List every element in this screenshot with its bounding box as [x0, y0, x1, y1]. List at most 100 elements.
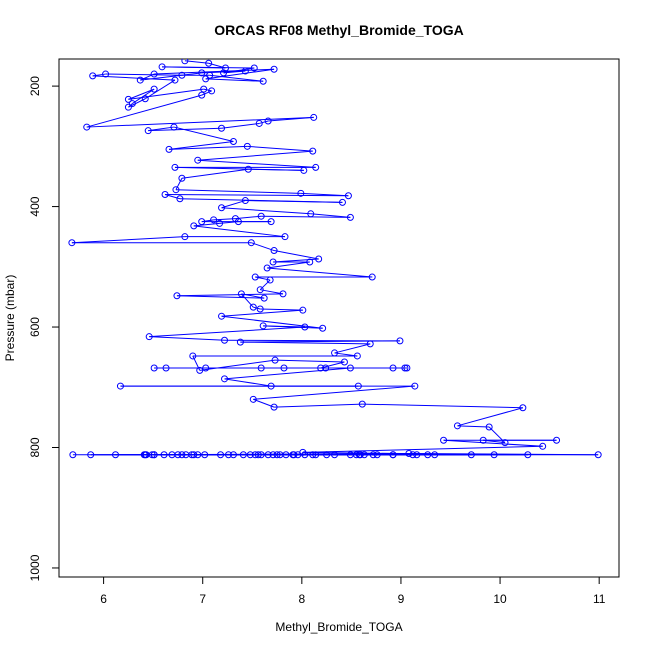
data-point [172, 186, 180, 194]
data-point [338, 198, 346, 206]
data-point [202, 364, 210, 372]
series-segment [197, 150, 313, 161]
series-segment [176, 295, 265, 299]
series-segment [175, 178, 183, 190]
data-point [111, 451, 119, 459]
series-segment [443, 439, 543, 447]
data-point [353, 352, 361, 360]
series-segment [86, 94, 202, 128]
series-segment [86, 116, 314, 128]
series-segment [149, 326, 305, 338]
data-point [124, 103, 132, 111]
data-point [539, 442, 547, 450]
data-point [144, 127, 152, 135]
data-point [124, 95, 132, 103]
x-tick-label: 9 [398, 592, 405, 606]
data-point [360, 451, 368, 459]
series-segment [320, 361, 345, 369]
series-segment [71, 236, 185, 244]
series-segment [205, 68, 275, 80]
series-segment [176, 293, 284, 297]
data-point [194, 451, 202, 459]
series-segment [483, 439, 506, 444]
data-point [68, 239, 76, 247]
series-segment [251, 242, 275, 252]
data-point [319, 324, 327, 332]
data-point [322, 364, 330, 372]
data-point [594, 451, 602, 459]
data-point [344, 192, 352, 200]
series-segment [253, 398, 275, 408]
data-point [276, 451, 284, 459]
data-point [217, 451, 225, 459]
series-segment [174, 166, 304, 171]
data-point [198, 91, 206, 99]
data-point [299, 448, 307, 456]
data-point [218, 204, 226, 212]
data-point [271, 356, 279, 364]
series-segment [213, 218, 236, 221]
series-segment [154, 68, 275, 75]
series-layer [68, 59, 602, 459]
series-segment [221, 309, 303, 317]
series-segment [310, 213, 351, 218]
data-point [267, 218, 275, 226]
y-tick-label: 1000 [28, 554, 42, 581]
data-point [244, 165, 252, 173]
series-segment [149, 336, 225, 341]
data-point [401, 364, 409, 372]
data-point [269, 258, 277, 266]
data-point [396, 337, 404, 345]
data-point [519, 404, 527, 412]
series-segment [128, 88, 155, 100]
series-segment [223, 67, 255, 74]
data-point [257, 364, 265, 372]
series-segment [253, 385, 415, 400]
data-point [270, 65, 278, 73]
data-point [312, 451, 320, 459]
series-segment [193, 222, 220, 227]
data-point [69, 451, 77, 459]
data-point [299, 306, 307, 314]
data-point [237, 290, 245, 298]
data-point [440, 436, 448, 444]
data-point [202, 75, 210, 83]
data-point [366, 340, 374, 348]
series-segment [302, 445, 543, 453]
data-point [255, 119, 263, 127]
data-point [411, 382, 419, 390]
data-point [354, 382, 362, 390]
data-point [162, 364, 170, 372]
data-point [257, 212, 265, 220]
data-point [301, 323, 309, 331]
data-point [263, 264, 271, 272]
data-point [247, 239, 255, 247]
data-point [201, 451, 209, 459]
series-segment [175, 189, 301, 194]
data-point [142, 451, 150, 459]
data-point [264, 117, 272, 125]
data-point [315, 255, 323, 263]
series-segment [275, 359, 345, 363]
data-point [389, 364, 397, 372]
series-segment [302, 451, 495, 456]
data-point [218, 124, 226, 132]
data-point [236, 338, 244, 346]
series-segment [221, 122, 260, 129]
data-point [140, 451, 148, 459]
series-segment [457, 425, 490, 428]
series-segment [274, 403, 363, 408]
series-segment [92, 73, 106, 77]
data-point [485, 423, 493, 431]
data-point [310, 113, 318, 121]
data-point [356, 451, 364, 459]
data-point [369, 451, 377, 459]
data-point [249, 395, 257, 403]
data-point [553, 436, 561, 444]
data-point [267, 382, 275, 390]
series-segment [259, 120, 269, 124]
x-tick-label: 7 [199, 592, 206, 606]
y-axis: 200 400 600 800 1000 [28, 76, 60, 581]
